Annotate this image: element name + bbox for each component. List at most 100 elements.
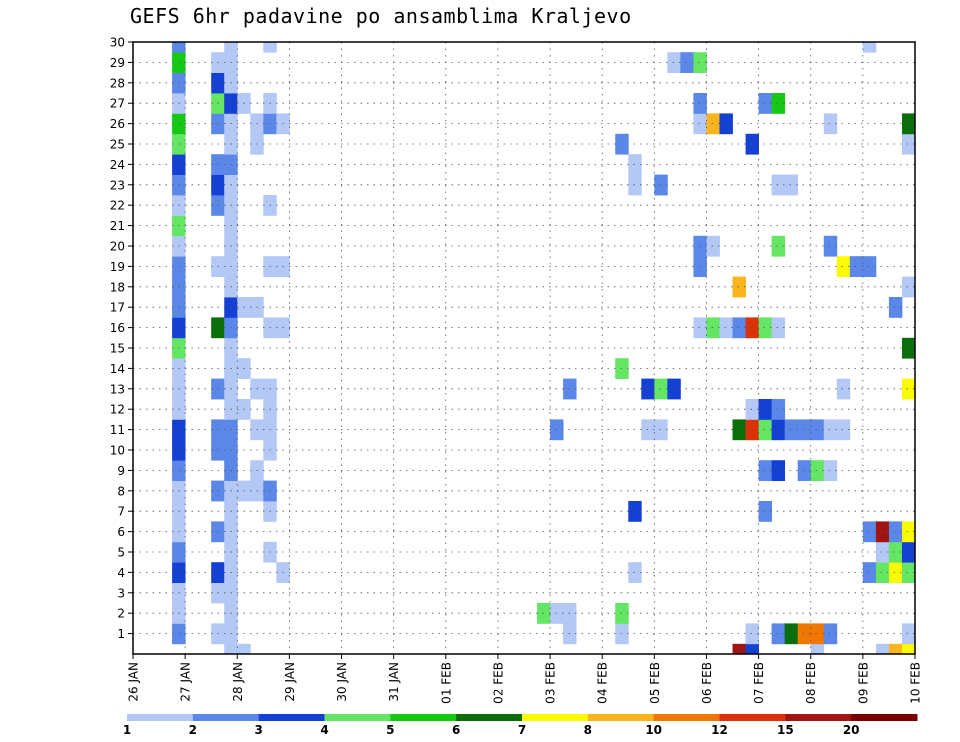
heatmap-cell: [693, 93, 707, 114]
heatmap-cell: [745, 643, 759, 655]
y-tick-label: 14: [110, 362, 125, 376]
heatmap-cell: [862, 256, 877, 277]
legend-color-swatch: [258, 714, 325, 721]
y-axis: 1234567891011121314151617181920212223242…: [110, 36, 133, 641]
legend-label: 4: [320, 723, 328, 737]
heatmap-cell: [732, 419, 746, 441]
heatmap-cell: [901, 623, 916, 645]
legend-color-swatch: [785, 714, 852, 721]
heatmap-cell: [784, 419, 799, 441]
heatmap-cell: [706, 113, 720, 135]
y-tick-label: 19: [110, 260, 125, 274]
heatmap-cell: [836, 378, 851, 400]
x-tick-label: 10 FEB: [909, 662, 923, 704]
heatmap-cell: [758, 317, 773, 339]
x-tick-label: 07 FEB: [752, 662, 766, 704]
chart-title: GEFS 6hr padavine po ansamblima Kraljevo: [130, 4, 632, 28]
x-tick-label: 27 JAN: [179, 662, 193, 702]
x-axis: 26 JAN 27 JAN 28 JAN 29 JAN 30 JAN 31 JAN 01 F…: [127, 654, 923, 704]
y-tick-label: 11: [110, 423, 125, 437]
x-tick-label: 01 FEB: [439, 662, 453, 704]
heatmap-cell: [810, 419, 825, 441]
heatmap-cell: [732, 276, 746, 298]
legend-color-swatch: [522, 714, 589, 721]
y-tick-label: 13: [110, 382, 125, 396]
y-tick-label: 6: [117, 525, 125, 539]
heatmap-cell: [836, 419, 851, 441]
legend-label: 12: [711, 723, 728, 737]
legend-label: 1: [123, 723, 131, 737]
heatmap-cell: [875, 521, 890, 543]
heatmap-cell: [745, 623, 759, 645]
heatmap-cell: [901, 541, 916, 563]
legend-label: 15: [777, 723, 794, 737]
y-tick-label: 27: [110, 97, 125, 111]
heatmap-cell: [901, 276, 916, 298]
heatmap-cell: [693, 113, 707, 135]
heatmap-cell: [771, 317, 786, 339]
heatmap-cell: [758, 501, 773, 522]
legend-label: 20: [843, 723, 860, 737]
x-tick-label: 30 JAN: [335, 662, 349, 702]
y-tick-label: 12: [110, 403, 125, 417]
heatmap-cell: [823, 460, 838, 481]
legend-color-swatch: [719, 714, 786, 721]
legend-color-swatch: [127, 714, 194, 721]
y-tick-label: 17: [110, 301, 125, 315]
heatmap-cell: [693, 52, 707, 73]
y-tick-label: 3: [117, 586, 125, 600]
heatmap-cell: [745, 133, 759, 155]
heatmap-cell: [771, 399, 786, 420]
heatmap-cell: [654, 419, 668, 441]
legend-label: 8: [584, 723, 592, 737]
legend-color-swatch: [390, 714, 457, 721]
y-tick-label: 18: [110, 280, 125, 294]
heatmap-cell: [784, 623, 799, 645]
heatmap-cell: [810, 460, 825, 481]
heatmap-cell: [797, 623, 812, 645]
heatmap-cell: [745, 317, 759, 339]
x-tick-label: 03 FEB: [544, 662, 558, 704]
heatmap-cell: [263, 42, 277, 53]
heatmap-cell: [680, 52, 694, 73]
y-tick-label: 10: [110, 444, 125, 458]
heatmap-cell: [823, 235, 838, 257]
y-tick-label: 24: [110, 158, 125, 172]
heatmap-cell: [732, 317, 746, 339]
legend-label: 10: [645, 723, 662, 737]
heatmap-cell: [172, 42, 186, 53]
y-tick-label: 25: [110, 138, 125, 152]
legend-color-swatch: [192, 714, 260, 721]
legend: 1 2 3 4 5 6 7 8 10 12 15 20: [123, 714, 918, 737]
heatmap-cell: [875, 643, 890, 655]
y-tick-label: 29: [110, 56, 125, 70]
x-tick-label: 09 FEB: [856, 662, 870, 704]
heatmap-cell: [771, 623, 786, 645]
y-tick-label: 22: [110, 199, 125, 213]
x-tick-label: 31 JAN: [387, 662, 401, 702]
heatmap-cell: [823, 623, 838, 645]
heatmap-cell: [771, 460, 786, 481]
heatmap-cell: [641, 419, 655, 441]
heatmap-cell: [888, 643, 903, 655]
heatmap-cell: [745, 419, 759, 441]
heatmap-cell: [823, 419, 838, 441]
y-tick-label: 4: [117, 566, 125, 580]
x-tick-label: 05 FEB: [648, 662, 662, 704]
y-tick-label: 28: [110, 76, 125, 90]
x-tick-label: 06 FEB: [700, 662, 714, 704]
y-tick-label: 8: [117, 484, 125, 498]
legend-color-swatch: [324, 714, 391, 721]
heatmap-cell: [667, 378, 681, 400]
heatmap-cell: [849, 256, 864, 277]
heatmap-cell: [693, 317, 707, 339]
y-tick-label: 2: [117, 607, 125, 621]
legend-label: 2: [189, 723, 197, 737]
heatmap-cell: [758, 419, 773, 441]
y-tick-label: 20: [110, 240, 125, 254]
heatmap-cell: [758, 460, 773, 481]
x-tick-label: 26 JAN: [127, 662, 141, 702]
heatmap-cell: [237, 643, 251, 655]
y-tick-label: 23: [110, 178, 125, 192]
